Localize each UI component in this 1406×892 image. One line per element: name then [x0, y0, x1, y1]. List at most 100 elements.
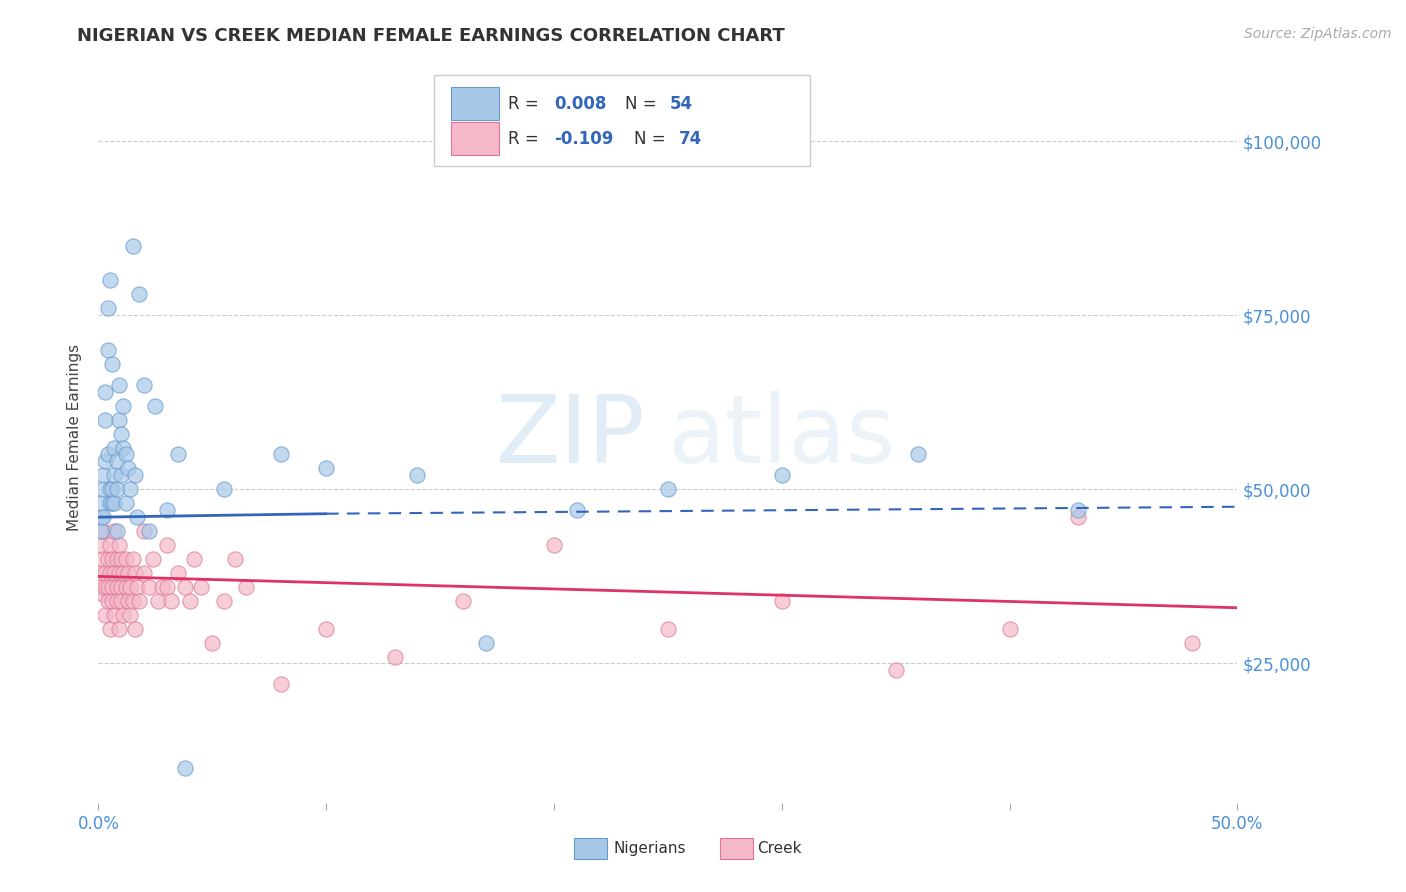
Point: [105, 594, 128, 608]
Point: [94, 607, 117, 622]
Text: Source: ZipAtlas.com: Source: ZipAtlas.com: [1244, 27, 1392, 41]
Point: [110, 552, 132, 566]
Text: -0.109: -0.109: [554, 129, 613, 148]
Point: [101, 483, 124, 497]
Point: [167, 566, 190, 580]
Point: [101, 552, 124, 566]
Point: [156, 503, 179, 517]
Point: [90, 566, 112, 580]
Point: [112, 441, 135, 455]
Point: [105, 524, 128, 538]
Point: [108, 622, 131, 636]
Point: [179, 594, 201, 608]
Point: [105, 552, 128, 566]
Point: [94, 412, 117, 426]
Point: [90, 538, 112, 552]
Point: [406, 468, 429, 483]
Point: [121, 552, 143, 566]
Point: [117, 566, 139, 580]
Point: [190, 580, 212, 594]
Point: [1067, 503, 1090, 517]
Point: [103, 607, 125, 622]
Point: [108, 566, 131, 580]
Point: [270, 677, 292, 691]
Point: [110, 580, 132, 594]
Point: [235, 580, 257, 594]
Point: [160, 594, 183, 608]
Point: [132, 524, 155, 538]
Point: [112, 607, 135, 622]
Point: [90, 496, 112, 510]
Point: [770, 594, 793, 608]
Point: [183, 552, 205, 566]
Point: [101, 357, 124, 371]
Point: [150, 580, 173, 594]
Point: [124, 468, 146, 483]
Text: N =: N =: [634, 129, 671, 148]
FancyBboxPatch shape: [720, 838, 754, 859]
Point: [108, 377, 131, 392]
Point: [103, 441, 125, 455]
Point: [120, 483, 142, 497]
Point: [103, 524, 125, 538]
Point: [451, 594, 474, 608]
Text: Nigerians: Nigerians: [613, 841, 686, 856]
Point: [94, 384, 117, 399]
Point: [657, 483, 679, 497]
Point: [90, 524, 112, 538]
Point: [132, 566, 155, 580]
Point: [110, 426, 132, 441]
Point: [174, 580, 197, 594]
FancyBboxPatch shape: [434, 75, 810, 167]
Point: [98, 483, 121, 497]
Point: [108, 538, 131, 552]
Point: [103, 496, 125, 510]
Point: [145, 399, 167, 413]
Point: [112, 566, 135, 580]
Point: [90, 580, 112, 594]
Point: [167, 448, 190, 462]
Point: [474, 635, 496, 649]
Y-axis label: Median Female Earnings: Median Female Earnings: [67, 343, 83, 531]
Point: [98, 273, 121, 287]
Point: [212, 594, 235, 608]
Point: [96, 594, 118, 608]
Point: [121, 238, 143, 252]
Point: [121, 594, 143, 608]
Point: [105, 483, 128, 497]
Point: [90, 510, 112, 524]
Point: [91, 468, 114, 483]
Point: [112, 399, 135, 413]
Point: [770, 468, 793, 483]
Point: [907, 448, 929, 462]
Point: [224, 552, 246, 566]
Text: ZIP: ZIP: [495, 391, 645, 483]
Point: [94, 454, 117, 468]
Point: [114, 552, 136, 566]
Point: [101, 594, 124, 608]
Text: Creek: Creek: [756, 841, 801, 856]
Point: [120, 607, 142, 622]
Point: [128, 594, 150, 608]
Point: [91, 587, 114, 601]
Point: [98, 566, 121, 580]
Point: [91, 524, 114, 538]
Point: [565, 503, 588, 517]
Point: [96, 580, 118, 594]
Point: [1181, 635, 1204, 649]
Point: [101, 580, 124, 594]
Point: [1067, 510, 1090, 524]
Point: [127, 580, 149, 594]
Point: [117, 461, 139, 475]
Point: [96, 343, 118, 357]
Point: [201, 635, 224, 649]
Text: N =: N =: [624, 95, 661, 112]
Text: R =: R =: [509, 129, 544, 148]
Text: 74: 74: [679, 129, 703, 148]
Point: [94, 580, 117, 594]
Point: [138, 580, 160, 594]
Text: R =: R =: [509, 95, 544, 112]
Point: [110, 468, 132, 483]
Point: [124, 622, 146, 636]
Point: [91, 483, 114, 497]
